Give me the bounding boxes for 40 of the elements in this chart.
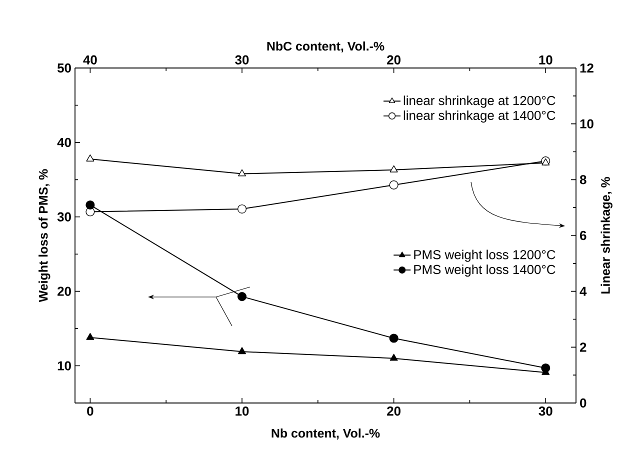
y2-tick-label: 12 — [580, 63, 594, 73]
legend-label: PMS weight loss 1400°C — [414, 264, 556, 277]
point — [238, 347, 246, 354]
y2-tick-label: 6 — [580, 230, 586, 240]
y-tick-label: 40 — [57, 138, 71, 148]
x2-tick-label: 30 — [235, 55, 249, 64]
point — [86, 332, 94, 340]
y2-tick-label: 4 — [580, 286, 587, 296]
y-tick-label: 20 — [58, 286, 71, 296]
y2-tick-label: 8 — [580, 175, 586, 184]
point — [237, 204, 247, 214]
x-tick-label: 30 — [538, 406, 552, 416]
y-axis-title: Weight loss of PMS, % — [38, 169, 50, 302]
x-tick-label: 10 — [236, 406, 249, 416]
point — [237, 292, 247, 302]
y2-tick-label: 2 — [580, 342, 586, 352]
y-tick-label: 30 — [57, 212, 71, 222]
point — [542, 158, 550, 166]
legend-label: PMS weight loss 1200°C — [414, 250, 556, 262]
point — [390, 165, 398, 172]
legend-label: linear shrinkage at 1400°C — [404, 110, 556, 123]
point — [390, 354, 398, 361]
point — [86, 154, 94, 162]
point — [389, 334, 398, 343]
x-tick-label: 0 — [87, 406, 94, 416]
point — [389, 180, 398, 190]
x-axis-title: Nb content, Vol.-% — [272, 428, 380, 440]
y-tick-label: 10 — [58, 361, 71, 370]
point — [86, 200, 95, 210]
point — [238, 169, 246, 176]
y-tick-label: 50 — [57, 63, 71, 73]
x2-axis-title: NbC content, Vol.-% — [267, 41, 384, 52]
y2-axis-title: Linear shrinkage, % — [600, 177, 612, 294]
x2-tick-label: 40 — [83, 55, 97, 64]
y2-tick-label: 0 — [580, 398, 586, 408]
x2-tick-label: 20 — [387, 55, 400, 64]
x2-tick-label: 10 — [539, 55, 552, 64]
y2-tick-label: 10 — [580, 119, 594, 128]
legend-label: linear shrinkage at 1200°C — [404, 96, 556, 108]
x-tick-label: 20 — [387, 406, 400, 416]
